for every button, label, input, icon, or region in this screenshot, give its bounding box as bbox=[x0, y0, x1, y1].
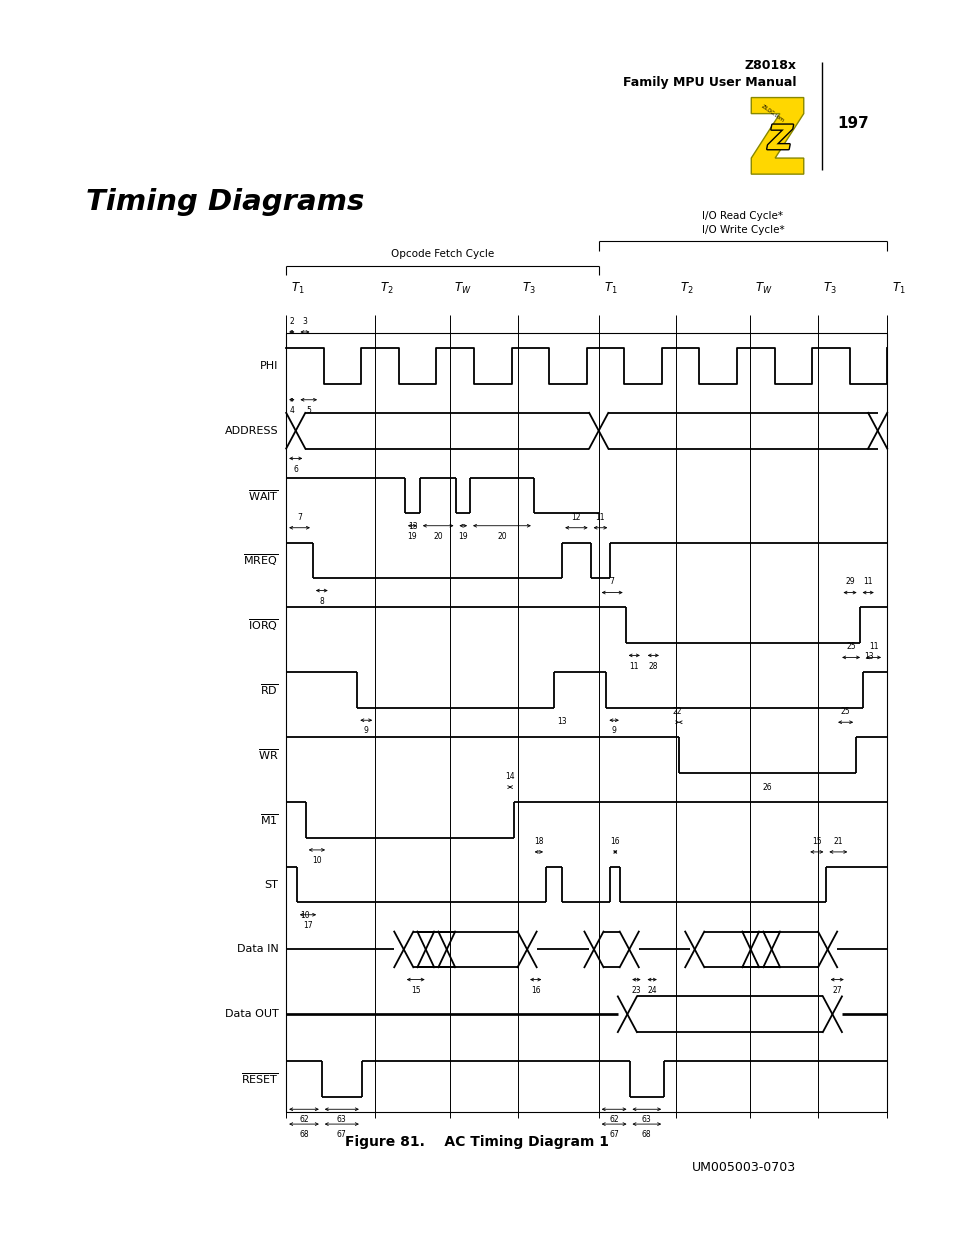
Text: 11: 11 bbox=[629, 662, 639, 671]
Text: 68: 68 bbox=[641, 1130, 651, 1139]
Text: $\overline{\mathrm{WAIT}}$: $\overline{\mathrm{WAIT}}$ bbox=[248, 488, 278, 503]
Text: 28: 28 bbox=[648, 662, 658, 671]
Text: $T_3$: $T_3$ bbox=[522, 282, 536, 296]
Text: 13: 13 bbox=[557, 716, 566, 725]
Text: 67: 67 bbox=[609, 1130, 618, 1139]
Text: $T_2$: $T_2$ bbox=[379, 282, 394, 296]
Text: 10: 10 bbox=[299, 911, 309, 920]
Text: $T_2$: $T_2$ bbox=[679, 282, 694, 296]
Text: Z8018x: Z8018x bbox=[743, 58, 796, 72]
Text: 7: 7 bbox=[296, 513, 302, 521]
Text: $\overline{\mathrm{M1}}$: $\overline{\mathrm{M1}}$ bbox=[259, 813, 278, 827]
Text: 7: 7 bbox=[609, 578, 614, 587]
Text: ADDRESS: ADDRESS bbox=[225, 426, 278, 436]
Text: 3: 3 bbox=[302, 317, 307, 326]
Text: $\overline{\mathrm{MREQ}}$: $\overline{\mathrm{MREQ}}$ bbox=[243, 552, 278, 568]
Text: 13: 13 bbox=[407, 522, 417, 531]
Text: Opcode Fetch Cycle: Opcode Fetch Cycle bbox=[391, 249, 494, 259]
Text: 25: 25 bbox=[840, 708, 849, 716]
Text: 19: 19 bbox=[407, 532, 416, 541]
Text: 22: 22 bbox=[672, 708, 681, 716]
Text: 19: 19 bbox=[458, 532, 468, 541]
Text: $\overline{\mathrm{RD}}$: $\overline{\mathrm{RD}}$ bbox=[260, 683, 278, 698]
Text: 16: 16 bbox=[610, 837, 619, 846]
Text: 21: 21 bbox=[833, 837, 842, 846]
Text: 10: 10 bbox=[312, 856, 321, 864]
Text: $T_3$: $T_3$ bbox=[822, 282, 836, 296]
Text: I/O Read Cycle*: I/O Read Cycle* bbox=[701, 211, 782, 221]
Text: 27: 27 bbox=[832, 986, 841, 994]
Text: 62: 62 bbox=[299, 1115, 309, 1124]
Text: Data OUT: Data OUT bbox=[225, 1009, 278, 1019]
Text: 16: 16 bbox=[531, 986, 540, 994]
Text: 6: 6 bbox=[293, 464, 298, 473]
Text: $T_1$: $T_1$ bbox=[603, 282, 617, 296]
Text: 5: 5 bbox=[306, 406, 311, 415]
Text: ST: ST bbox=[264, 879, 278, 889]
Bar bbox=[286, 333, 886, 1112]
Text: Data IN: Data IN bbox=[236, 945, 278, 955]
Text: $\overline{\mathrm{IORQ}}$: $\overline{\mathrm{IORQ}}$ bbox=[248, 618, 278, 634]
Text: 9: 9 bbox=[363, 726, 368, 735]
Text: 18: 18 bbox=[534, 837, 543, 846]
Text: 17: 17 bbox=[303, 921, 313, 930]
Text: 26: 26 bbox=[762, 783, 772, 792]
Text: ZILOG.com: ZILOG.com bbox=[760, 104, 784, 124]
Text: 2: 2 bbox=[289, 317, 294, 326]
Text: 9: 9 bbox=[611, 726, 616, 735]
Text: 63: 63 bbox=[641, 1115, 651, 1124]
Text: $T_W$: $T_W$ bbox=[454, 282, 472, 296]
Text: 14: 14 bbox=[505, 772, 515, 781]
Text: Z: Z bbox=[767, 124, 792, 156]
Text: 15: 15 bbox=[811, 837, 821, 846]
Text: $T_W$: $T_W$ bbox=[754, 282, 772, 296]
Text: 68: 68 bbox=[299, 1130, 309, 1139]
Text: 4: 4 bbox=[289, 406, 294, 415]
Text: 63: 63 bbox=[336, 1115, 346, 1124]
Text: 25: 25 bbox=[845, 642, 855, 651]
Text: Figure 81.    AC Timing Diagram 1: Figure 81. AC Timing Diagram 1 bbox=[345, 1135, 608, 1150]
Text: PHI: PHI bbox=[260, 361, 278, 370]
Text: I/O Write Cycle*: I/O Write Cycle* bbox=[700, 225, 783, 235]
Text: 20: 20 bbox=[497, 532, 506, 541]
Text: 12: 12 bbox=[571, 513, 580, 521]
Text: 11: 11 bbox=[595, 513, 604, 521]
Text: 20: 20 bbox=[433, 532, 442, 541]
Text: 8: 8 bbox=[319, 597, 324, 605]
Text: 15: 15 bbox=[411, 986, 420, 994]
Text: $T_1$: $T_1$ bbox=[891, 282, 904, 296]
Text: 197: 197 bbox=[837, 116, 868, 131]
Text: 62: 62 bbox=[609, 1115, 618, 1124]
Text: 24: 24 bbox=[647, 986, 657, 994]
Polygon shape bbox=[750, 98, 802, 174]
Text: Family MPU User Manual: Family MPU User Manual bbox=[622, 75, 796, 89]
Text: UM005003-0703: UM005003-0703 bbox=[691, 1161, 796, 1173]
Text: $T_1$: $T_1$ bbox=[291, 282, 304, 296]
Text: $\overline{\mathrm{RESET}}$: $\overline{\mathrm{RESET}}$ bbox=[241, 1072, 278, 1087]
Text: Timing Diagrams: Timing Diagrams bbox=[86, 188, 364, 216]
Text: 67: 67 bbox=[336, 1130, 346, 1139]
Text: 23: 23 bbox=[631, 986, 640, 994]
Text: 13: 13 bbox=[863, 652, 873, 661]
Text: 29: 29 bbox=[844, 578, 854, 587]
Text: 11: 11 bbox=[862, 578, 872, 587]
Text: 11: 11 bbox=[868, 642, 878, 651]
Text: $\overline{\mathrm{WR}}$: $\overline{\mathrm{WR}}$ bbox=[257, 747, 278, 762]
